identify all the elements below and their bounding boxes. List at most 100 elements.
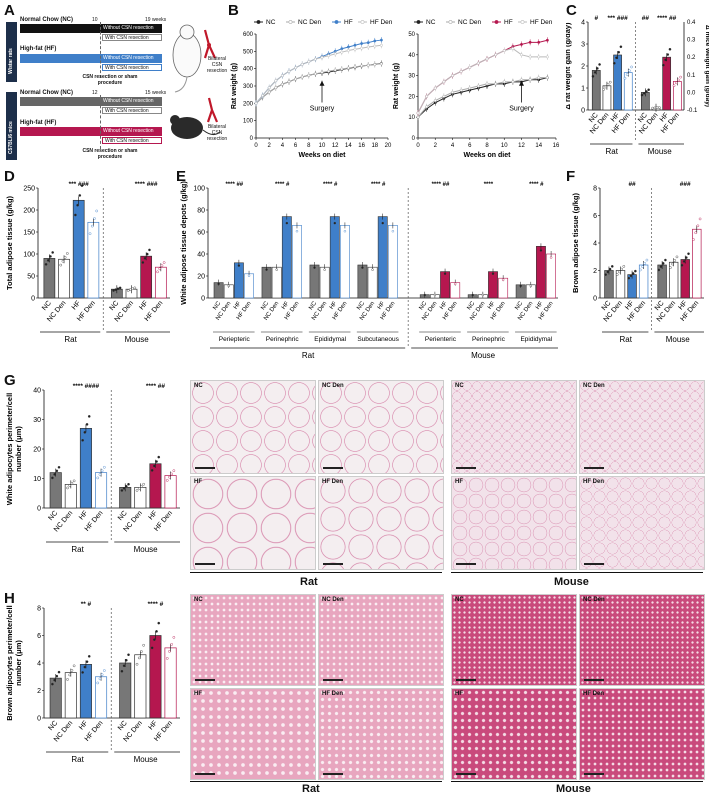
y-tick-label: 0 xyxy=(31,296,35,303)
y-axis-label: number (μm) xyxy=(14,640,23,686)
legend-label: NC Den xyxy=(298,19,322,26)
surgery-arrowhead xyxy=(519,80,524,86)
x-tick-label: HF xyxy=(71,300,82,312)
x-tick-label: HF xyxy=(610,112,621,124)
rat-group-line-h xyxy=(190,781,442,782)
data-point xyxy=(78,194,82,197)
data-point xyxy=(360,42,364,45)
data-point xyxy=(608,80,612,84)
x-axis-label: Weeks on diet xyxy=(299,152,347,159)
bar-nc xyxy=(357,264,368,299)
data-point xyxy=(631,272,635,275)
data-point xyxy=(51,682,54,686)
group-label-rat: Rat xyxy=(606,147,619,156)
y-tick-label: 0 xyxy=(37,506,41,513)
y-tick-label: 200 xyxy=(23,208,35,215)
data-point xyxy=(165,479,169,482)
y-tick-label: 0 xyxy=(581,108,585,115)
significance-label: **** ## xyxy=(225,182,243,188)
scale-bar xyxy=(584,467,604,469)
data-point xyxy=(639,268,642,272)
data-point xyxy=(53,678,56,682)
data-point xyxy=(451,74,454,78)
data-point xyxy=(598,63,601,66)
mouse-nc-without-bar: Without CSN resection xyxy=(100,97,162,106)
data-point xyxy=(361,266,364,269)
bar-hf xyxy=(377,216,388,299)
wistar-side-tag: Wistar rats xyxy=(6,22,17,82)
bar-hf-den xyxy=(244,273,254,299)
y-tick-label: 0 xyxy=(37,716,41,723)
data-point xyxy=(618,270,621,274)
data-point xyxy=(320,55,324,59)
y-axis-label: Δ rat weight gain (g/day) xyxy=(566,22,572,110)
data-point xyxy=(602,88,605,91)
bar-hf-den xyxy=(292,225,302,299)
photo-label: NC Den xyxy=(583,597,605,603)
bar-hf xyxy=(329,216,340,299)
legend-label: NC Den xyxy=(458,19,482,26)
data-point xyxy=(360,46,364,50)
y-tick-label: 0 xyxy=(593,296,597,303)
y-tick-label: 50 xyxy=(27,274,35,281)
data-point xyxy=(659,265,663,268)
x-tick-label: 8 xyxy=(307,143,311,149)
significance-label: **** # xyxy=(323,182,338,188)
scale-bar xyxy=(456,563,476,565)
y-tick-label: 40 xyxy=(408,53,415,59)
data-point xyxy=(520,78,523,82)
y-tick-label: 8 xyxy=(593,186,597,193)
data-point xyxy=(679,75,682,79)
data-point xyxy=(150,469,154,472)
data-point xyxy=(287,80,291,84)
data-point xyxy=(155,630,158,633)
mouse-surgery-text: CSN resection or sham procedure xyxy=(82,148,138,160)
data-point xyxy=(87,655,91,658)
data-point xyxy=(323,268,326,271)
mouse-nc-with-bar: With CSN resection xyxy=(102,107,162,114)
data-point xyxy=(687,252,690,256)
x-tick-label: 6 xyxy=(294,143,298,149)
legend-label: HF xyxy=(344,19,353,26)
data-point xyxy=(153,464,156,468)
mouse-side-tag: C57BL/6 mice xyxy=(6,92,17,160)
x-tick-label: NC xyxy=(654,300,666,312)
y-tick-label: 400 xyxy=(243,67,254,73)
data-point xyxy=(662,63,665,67)
data-point xyxy=(131,287,134,291)
mouse-hf-bar xyxy=(20,127,100,136)
data-point xyxy=(485,57,489,61)
y-tick-label: 60 xyxy=(197,230,205,237)
carotid-icon-mouse xyxy=(206,97,219,123)
y-tick-label: 8 xyxy=(37,606,41,613)
data-point xyxy=(327,54,331,58)
x-tick-label: 20 xyxy=(385,143,392,149)
panel-g-chart: 0 10 20 30 40 White adipocytes perimeter/cell… xyxy=(5,383,180,554)
chart-d: 0 50 100 150 200 250 Total adipose tissue (g/k… xyxy=(5,181,170,344)
chart-b-mouse: 0 10 20 30 40 50 0 2 4 6 8 10 12 14 16 Weeks on diet Rat… xyxy=(393,32,560,159)
x-tick-label: NC xyxy=(260,300,270,311)
panel-b-charts: NC NC Den HF HF Den NC NC Den HF HF Den 010020… xyxy=(231,19,560,159)
data-point xyxy=(623,76,627,80)
data-point xyxy=(227,284,230,288)
x-tick-label: NC xyxy=(212,300,222,311)
data-point xyxy=(622,265,626,268)
surgery-annotation: Surgery xyxy=(509,105,534,112)
data-point xyxy=(653,106,657,110)
data-point xyxy=(615,273,619,276)
x-tick-label: NC xyxy=(466,300,476,311)
rat-label-h: Rat xyxy=(302,783,320,795)
panel-label-e: E xyxy=(176,168,187,185)
data-point xyxy=(90,224,94,228)
significance-label: # xyxy=(594,15,598,22)
y-tick-label: 30 xyxy=(33,417,41,424)
data-point xyxy=(313,57,317,61)
legend-label: NC xyxy=(266,19,276,26)
data-point xyxy=(645,90,648,93)
x-tick-label: HF xyxy=(233,300,243,310)
scale-bar xyxy=(323,467,343,469)
rat-hf-bar xyxy=(20,54,100,63)
x-tick-label: HF xyxy=(377,300,387,310)
x-tick-label: NC xyxy=(47,510,59,522)
